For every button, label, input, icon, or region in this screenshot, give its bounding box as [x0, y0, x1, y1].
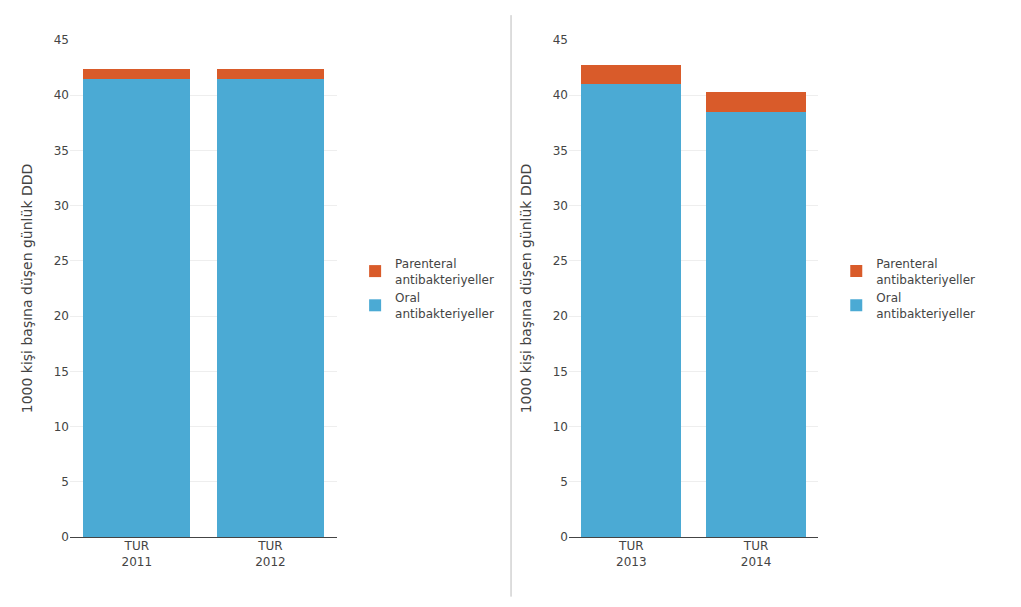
svg-text:20: 20 — [553, 309, 568, 323]
svg-text:1000 kişi başına düşen günlük: 1000 kişi başına düşen günlük DDD — [19, 164, 35, 414]
svg-text:0: 0 — [560, 530, 568, 544]
svg-text:TUR2014: TUR2014 — [741, 539, 772, 569]
svg-text:Parenteralantibakteriyeller: Parenteralantibakteriyeller — [876, 257, 975, 287]
svg-text:5: 5 — [560, 475, 568, 489]
svg-text:25: 25 — [553, 254, 568, 268]
svg-text:TUR2011: TUR2011 — [122, 539, 153, 569]
svg-text:35: 35 — [54, 144, 69, 158]
svg-text:15: 15 — [553, 365, 568, 379]
svg-text:5: 5 — [61, 475, 69, 489]
svg-text:45: 45 — [553, 33, 568, 47]
svg-text:10: 10 — [54, 420, 69, 434]
svg-text:25: 25 — [54, 254, 69, 268]
svg-text:20: 20 — [54, 309, 69, 323]
svg-text:40: 40 — [54, 88, 69, 102]
svg-text:TUR2012: TUR2012 — [255, 539, 286, 569]
svg-text:45: 45 — [54, 33, 69, 47]
svg-text:Oralantibakteriyeller: Oralantibakteriyeller — [876, 291, 975, 321]
svg-text:10: 10 — [553, 420, 568, 434]
svg-text:35: 35 — [553, 144, 568, 158]
svg-text:30: 30 — [54, 199, 69, 213]
svg-text:Oralantibakteriyeller: Oralantibakteriyeller — [395, 291, 494, 321]
svg-text:TUR2013: TUR2013 — [616, 539, 647, 569]
svg-text:40: 40 — [553, 88, 568, 102]
svg-text:15: 15 — [54, 365, 69, 379]
svg-text:Parenteralantibakteriyeller: Parenteralantibakteriyeller — [395, 257, 494, 287]
svg-text:0: 0 — [61, 530, 69, 544]
svg-text:1000 kişi başına düşen günlük: 1000 kişi başına düşen günlük DDD — [518, 164, 534, 414]
svg-text:30: 30 — [553, 199, 568, 213]
